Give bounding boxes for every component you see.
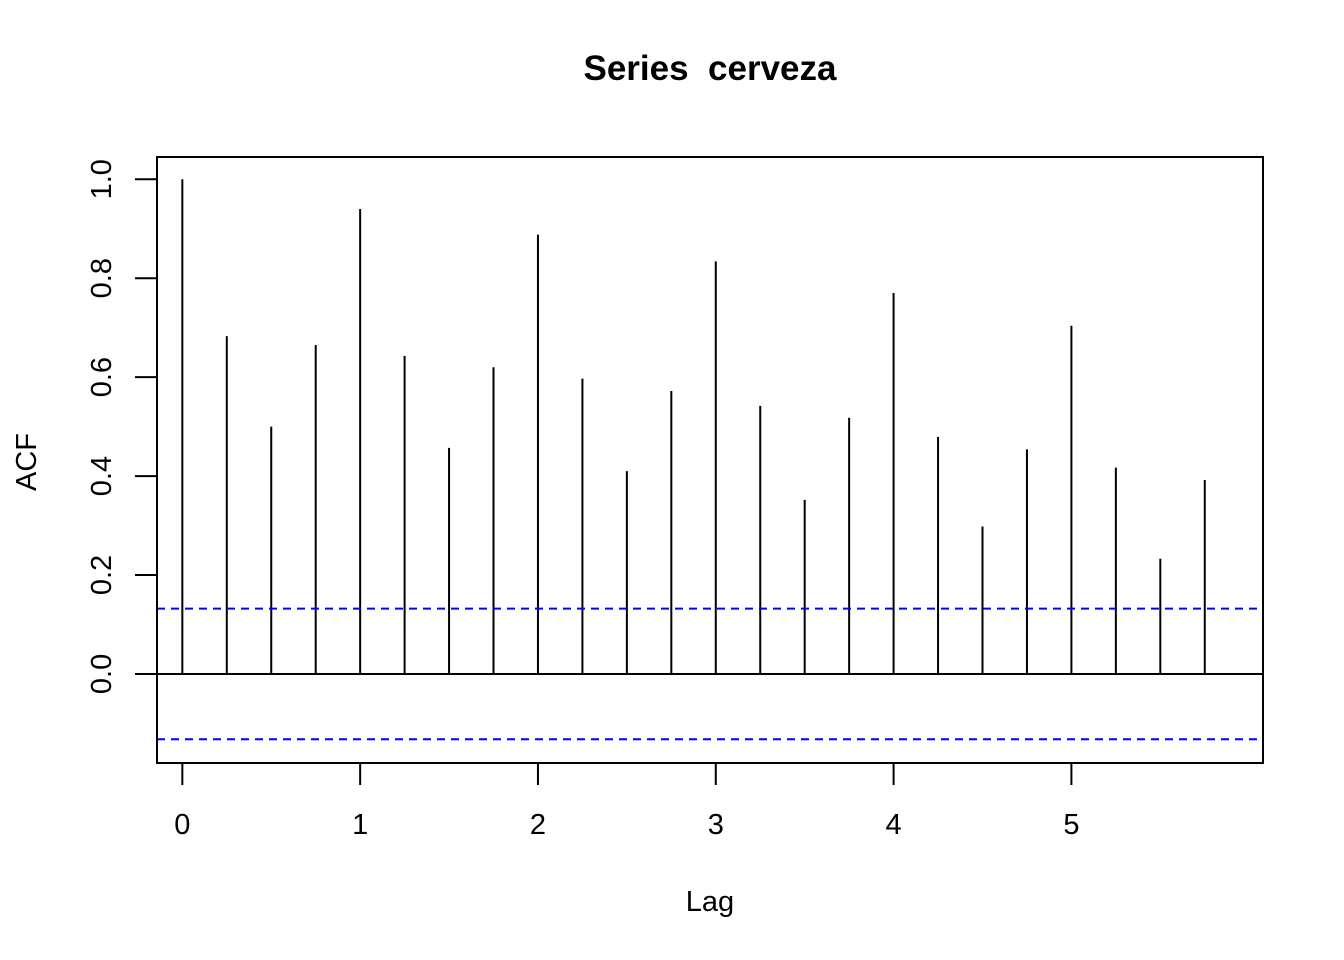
y-tick-label: 1.0 xyxy=(86,159,118,199)
y-axis-title: ACF xyxy=(11,433,43,491)
y-axis: 0.0 0.2 0.4 0.6 0.8 1.0 xyxy=(86,159,158,694)
x-axis: 0 1 2 3 4 5 xyxy=(174,762,1079,841)
x-tick-label: 1 xyxy=(352,809,368,841)
x-tick-label: 5 xyxy=(1063,809,1079,841)
plot-frame xyxy=(156,156,1264,764)
y-tick-label: 0.4 xyxy=(86,456,118,496)
x-tick-label: 0 xyxy=(174,809,190,841)
y-tick-label: 0.8 xyxy=(86,258,118,298)
reference-lines xyxy=(157,607,1263,741)
x-axis-title: Lag xyxy=(686,886,734,918)
y-tick-label: 0.0 xyxy=(86,654,118,694)
chart-title: Series cerveza xyxy=(584,49,838,88)
x-tick-label: 4 xyxy=(886,809,902,841)
y-tick-label: 0.2 xyxy=(86,555,118,595)
acf-spikes xyxy=(181,179,1206,674)
x-tick-label: 2 xyxy=(530,809,546,841)
y-tick-label: 0.6 xyxy=(86,357,118,397)
x-tick-label: 3 xyxy=(708,809,724,841)
